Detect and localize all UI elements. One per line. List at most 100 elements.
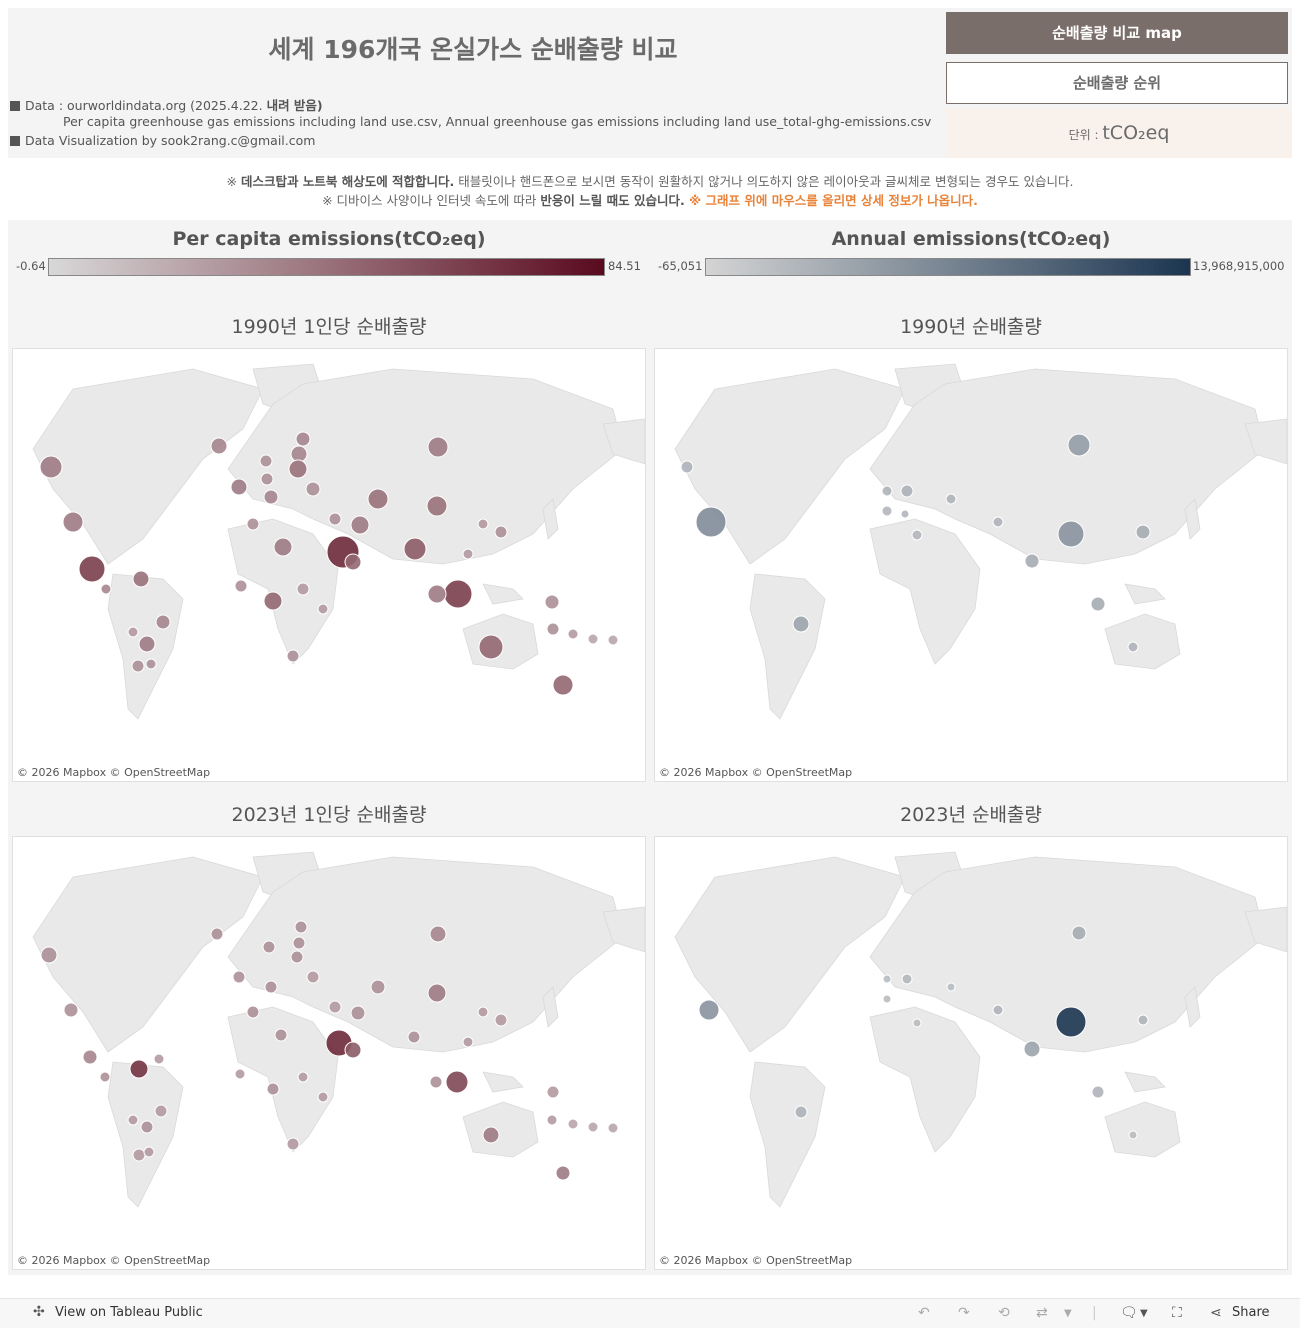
country-bubble[interactable] [286, 649, 300, 663]
country-bubble[interactable] [132, 1148, 146, 1162]
country-bubble[interactable] [403, 537, 427, 561]
country-bubble[interactable] [1137, 1014, 1149, 1026]
country-bubble[interactable] [546, 622, 560, 636]
country-bubble[interactable] [143, 1146, 155, 1158]
country-bubble[interactable] [477, 518, 489, 530]
country-bubble[interactable] [462, 548, 474, 560]
country-bubble[interactable] [945, 493, 957, 505]
country-bubble[interactable] [129, 1059, 149, 1079]
country-bubble[interactable] [443, 579, 473, 609]
country-bubble[interactable] [1071, 925, 1087, 941]
country-bubble[interactable] [264, 980, 278, 994]
country-bubble[interactable] [297, 1071, 309, 1083]
country-bubble[interactable] [99, 1071, 111, 1083]
country-bubble[interactable] [140, 1120, 154, 1134]
country-bubble[interactable] [1067, 433, 1091, 457]
country-bubble[interactable] [587, 633, 599, 645]
country-bubble[interactable] [567, 1118, 579, 1130]
country-bubble[interactable] [882, 994, 892, 1004]
country-bubble[interactable] [792, 615, 810, 633]
country-bubble[interactable] [155, 614, 171, 630]
country-bubble[interactable] [263, 591, 283, 611]
country-bubble[interactable] [552, 674, 574, 696]
country-bubble[interactable] [145, 658, 157, 670]
world-map-svg[interactable] [13, 349, 645, 781]
country-bubble[interactable] [306, 970, 320, 984]
view-on-tableau-link[interactable]: View on Tableau Public [55, 1305, 203, 1320]
country-bubble[interactable] [234, 1068, 246, 1080]
country-bubble[interactable] [63, 1002, 79, 1018]
country-bubble[interactable] [234, 579, 248, 593]
country-bubble[interactable] [680, 460, 694, 474]
country-bubble[interactable] [246, 517, 260, 531]
country-bubble[interactable] [274, 1028, 288, 1042]
country-bubble[interactable] [367, 488, 389, 510]
country-bubble[interactable] [263, 489, 279, 505]
country-bubble[interactable] [1127, 641, 1139, 653]
chevron-down-icon[interactable]: ▼ [1064, 1308, 1072, 1319]
country-bubble[interactable] [900, 509, 910, 519]
fullscreen-icon[interactable]: ⛶ [1172, 1305, 1182, 1321]
country-bubble[interactable] [881, 485, 893, 497]
country-bubble[interactable] [427, 983, 447, 1003]
map-annual-1990[interactable]: © 2026 Mapbox © OpenStreetMap [654, 348, 1288, 782]
country-bubble[interactable] [100, 583, 112, 595]
country-bubble[interactable] [546, 1114, 558, 1126]
country-bubble[interactable] [546, 1085, 560, 1099]
country-bubble[interactable] [154, 1104, 168, 1118]
map-attribution[interactable]: © 2026 Mapbox © OpenStreetMap [659, 1254, 853, 1267]
country-bubble[interactable] [232, 970, 246, 984]
redo-icon[interactable]: ↷ [958, 1305, 970, 1321]
country-bubble[interactable] [138, 635, 156, 653]
refresh-icon[interactable]: ⇄ [1036, 1305, 1048, 1321]
country-bubble[interactable] [544, 594, 560, 610]
country-bubble[interactable] [259, 454, 273, 468]
country-bubble[interactable] [587, 1121, 599, 1133]
country-bubble[interactable] [296, 582, 310, 596]
revert-icon[interactable]: ⟲ [998, 1305, 1010, 1321]
map-attribution[interactable]: © 2026 Mapbox © OpenStreetMap [17, 766, 211, 779]
country-bubble[interactable] [901, 973, 913, 985]
country-bubble[interactable] [328, 1000, 342, 1014]
country-bubble[interactable] [482, 1126, 500, 1144]
country-bubble[interactable] [607, 634, 619, 646]
country-bubble[interactable] [911, 529, 923, 541]
world-map-svg[interactable] [655, 349, 1287, 781]
country-bubble[interactable] [1091, 1085, 1105, 1099]
country-bubble[interactable] [427, 584, 447, 604]
country-bubble[interactable] [230, 478, 248, 496]
country-bubble[interactable] [698, 999, 720, 1021]
country-bubble[interactable] [344, 1041, 362, 1059]
country-bubble[interactable] [350, 515, 370, 535]
country-bubble[interactable] [132, 570, 150, 588]
country-bubble[interactable] [1135, 524, 1151, 540]
map-per-capita-1990[interactable]: © 2026 Mapbox © OpenStreetMap [12, 348, 646, 782]
country-bubble[interactable] [1057, 520, 1085, 548]
country-bubble[interactable] [1128, 1130, 1138, 1140]
map-annual-2023[interactable]: © 2026 Mapbox © OpenStreetMap [654, 836, 1288, 1270]
country-bubble[interactable] [1090, 596, 1106, 612]
country-bubble[interactable] [246, 1005, 260, 1019]
country-bubble[interactable] [462, 1036, 474, 1048]
country-bubble[interactable] [426, 495, 448, 517]
country-bubble[interactable] [407, 1030, 421, 1044]
country-bubble[interactable] [494, 1013, 508, 1027]
country-bubble[interactable] [1024, 553, 1040, 569]
country-bubble[interactable] [294, 920, 308, 934]
country-bubble[interactable] [478, 634, 504, 660]
country-bubble[interactable] [266, 1082, 280, 1096]
country-bubble[interactable] [62, 511, 84, 533]
country-bubble[interactable] [286, 1137, 300, 1151]
country-bubble[interactable] [82, 1049, 98, 1065]
country-bubble[interactable] [78, 555, 106, 583]
country-bubble[interactable] [290, 950, 304, 964]
legend-per-capita[interactable]: -0.64 84.51 [8, 258, 650, 276]
country-bubble[interactable] [555, 1165, 571, 1181]
country-bubble[interactable] [328, 512, 342, 526]
legend-gradient-bar[interactable] [48, 258, 605, 276]
nav-rank-button[interactable]: 순배출량 순위 [946, 62, 1288, 104]
country-bubble[interactable] [262, 940, 276, 954]
country-bubble[interactable] [40, 946, 58, 964]
country-bubble[interactable] [260, 472, 274, 486]
country-bubble[interactable] [317, 603, 329, 615]
